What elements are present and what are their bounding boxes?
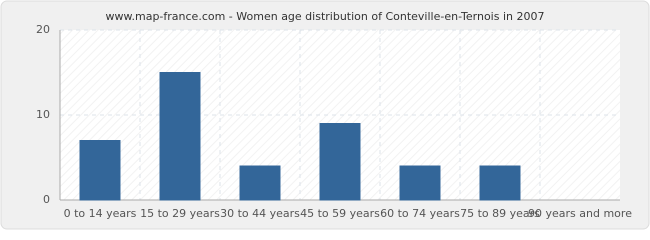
y-tick-label: 0 <box>43 193 50 206</box>
y-tick-label: 10 <box>36 108 50 121</box>
y-tick-label: 20 <box>36 23 50 36</box>
x-tick-label: 0 to 14 years <box>64 207 137 220</box>
x-tick-label: 45 to 59 years <box>300 207 380 220</box>
bar <box>479 165 521 201</box>
bar <box>159 72 201 201</box>
bar <box>319 123 361 201</box>
x-tick-label: 30 to 44 years <box>220 207 300 220</box>
x-tick-label: 15 to 29 years <box>140 207 220 220</box>
x-tick-label: 75 to 89 years <box>460 207 540 220</box>
bar <box>239 165 281 201</box>
chart: www.map-france.com - Women age distribut… <box>0 0 650 230</box>
x-tick-label: 90 years and more <box>528 207 632 220</box>
bar <box>399 165 441 201</box>
chart-title: www.map-france.com - Women age distribut… <box>106 10 545 23</box>
bar <box>79 140 121 201</box>
x-tick-label: 60 to 74 years <box>380 207 460 220</box>
